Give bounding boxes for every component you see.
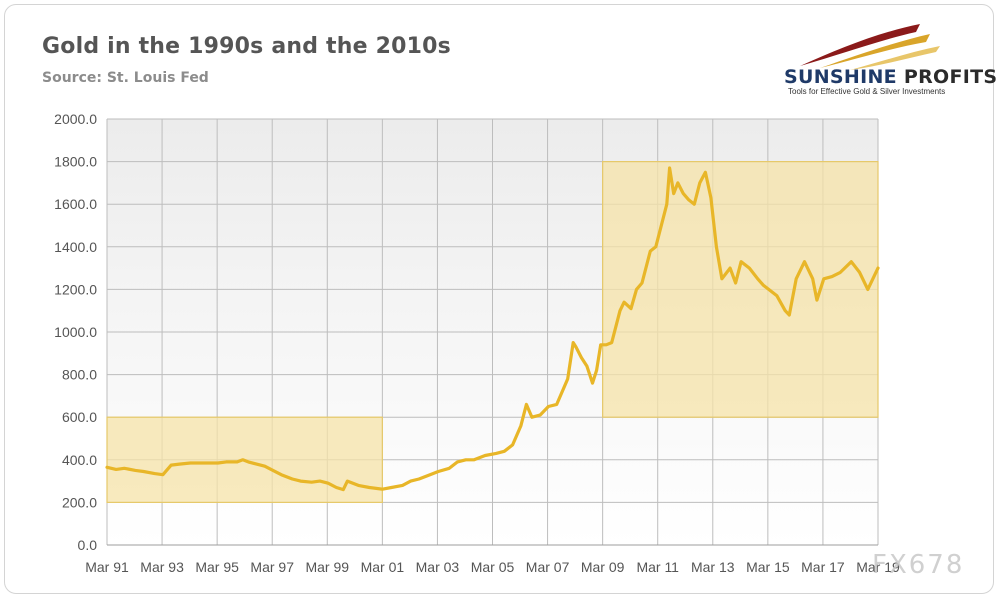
y-tick-label: 0.0 (78, 537, 98, 553)
y-tick-label: 1200.0 (54, 281, 97, 297)
y-tick-label: 800.0 (62, 367, 97, 383)
x-tick-label: Mar 07 (526, 559, 570, 575)
chart-subtitle: Source: St. Louis Fed (42, 70, 209, 86)
y-tick-label: 2000.0 (54, 111, 97, 127)
y-tick-label: 1000.0 (54, 324, 97, 340)
x-tick-label: Mar 19 (856, 559, 900, 575)
y-tick-label: 1400.0 (54, 239, 97, 255)
logo-swoosh-icon (800, 24, 940, 70)
y-tick-label: 1800.0 (54, 154, 97, 170)
highlight-region (602, 161, 879, 418)
x-tick-label: Mar 03 (416, 559, 460, 575)
x-tick-label: Mar 13 (691, 559, 735, 575)
y-tick-label: 200.0 (62, 494, 97, 510)
axes: 0.0 200.0 400.0 600.0 800.0 1000.0 1200.0 1400.… (54, 111, 900, 575)
x-tick-label: Mar 17 (801, 559, 845, 575)
x-tick-label: Mar 01 (361, 559, 405, 575)
x-tick-label: Mar 97 (250, 559, 294, 575)
x-tick-label: Mar 05 (471, 559, 515, 575)
x-tick-label: Mar 09 (581, 559, 625, 575)
y-tick-label: 600.0 (62, 409, 97, 425)
x-tick-label: Mar 93 (140, 559, 184, 575)
logo-tagline: Tools for Effective Gold & Silver Invest… (788, 87, 946, 96)
x-tick-label: Mar 95 (195, 559, 239, 575)
x-tick-label: Mar 91 (85, 559, 129, 575)
x-tick-label: Mar 15 (746, 559, 790, 575)
y-tick-label: 400.0 (62, 452, 97, 468)
watermark: FX678 (872, 550, 965, 580)
x-tick-label: Mar 99 (305, 559, 349, 575)
series-layer (105, 166, 880, 492)
logo-name: SUNSHINE PROFITS (784, 66, 998, 88)
chart-title: Gold in the 1990s and the 2010s (42, 34, 451, 59)
y-tick-label: 1600.0 (54, 196, 97, 212)
gold-price-line (105, 166, 880, 492)
x-tick-label: Mar 11 (636, 559, 679, 575)
